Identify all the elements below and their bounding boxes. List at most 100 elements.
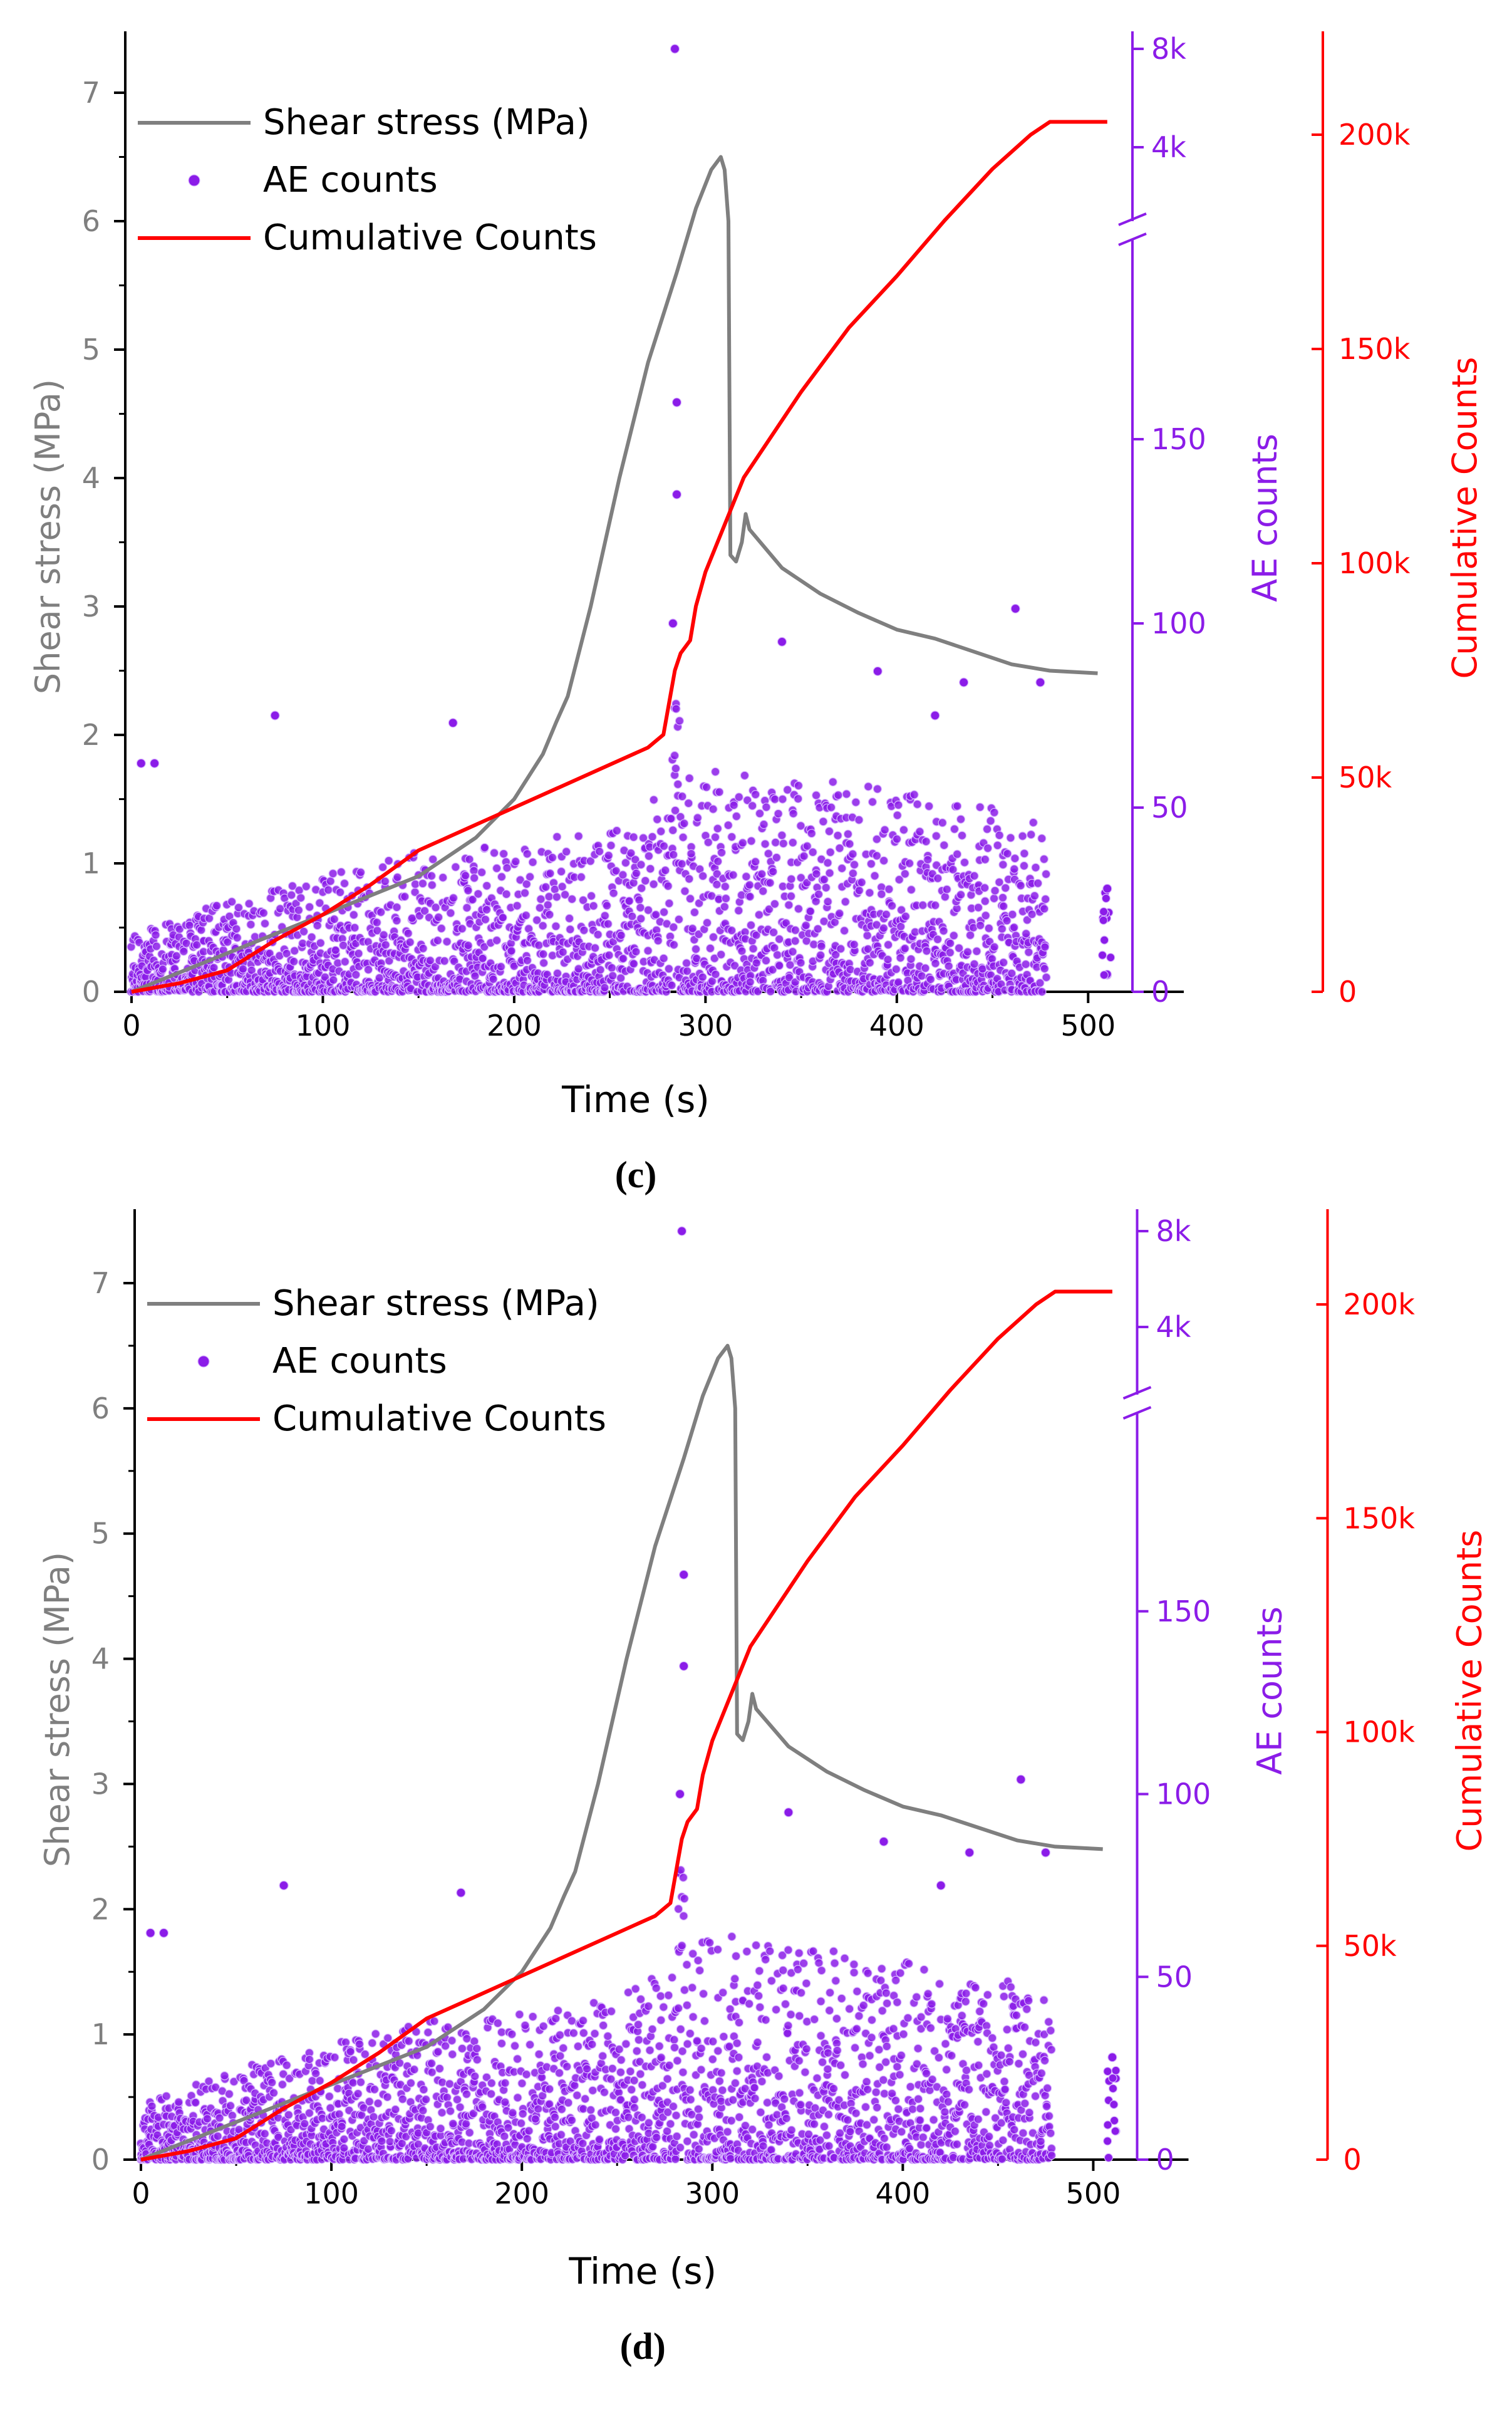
ae-point — [213, 902, 221, 910]
ae-point — [780, 2095, 789, 2103]
ae-point — [435, 913, 443, 922]
ae-point — [350, 911, 358, 919]
ae-point — [976, 922, 985, 930]
ae-point — [772, 838, 780, 846]
ae-point — [709, 2037, 717, 2046]
ae-point — [846, 840, 854, 848]
ae-point — [704, 838, 712, 846]
ae-point — [922, 838, 930, 846]
ae-point — [802, 937, 810, 945]
ae-point — [233, 934, 241, 942]
ae-point — [934, 935, 942, 944]
y-left-tick-label: 1 — [91, 2017, 110, 2051]
ae-point — [699, 872, 707, 880]
ae-point — [497, 2028, 505, 2036]
ae-point — [817, 1967, 826, 1975]
ae-point — [714, 2047, 722, 2055]
ae-point — [749, 945, 757, 953]
ae-point — [657, 2016, 665, 2024]
ae-point — [888, 902, 896, 910]
ae-point — [789, 948, 797, 956]
ae-tick-label: 100 — [1156, 1777, 1211, 1811]
ae-point — [637, 1995, 645, 2004]
ae-point — [826, 848, 834, 856]
ae-point — [894, 2105, 903, 2113]
ae-point — [728, 833, 736, 841]
cumulative-tick-label: 150k — [1344, 1501, 1416, 1535]
ae-point — [938, 819, 946, 827]
ae-point — [305, 2056, 313, 2064]
ae-point — [745, 2000, 753, 2008]
ae-point — [872, 2088, 880, 2096]
ae-point — [671, 2155, 680, 2163]
ae-point — [180, 947, 188, 955]
ae-point — [619, 871, 627, 879]
ae-point — [981, 912, 990, 920]
ae-point — [635, 896, 643, 904]
ae-point — [632, 869, 640, 877]
ae-point — [452, 863, 460, 871]
ae-point — [712, 970, 720, 979]
ae-point — [641, 877, 650, 885]
ae-point — [779, 1984, 787, 1992]
ae-axis-label: AE counts — [1245, 434, 1285, 602]
ae-point — [335, 2110, 343, 2118]
cumulative-tick-label: 50k — [1344, 1929, 1397, 1963]
ae-upper-tick-label: 8k — [1156, 1214, 1191, 1248]
ae-point — [688, 1984, 696, 1992]
ae-point — [482, 905, 490, 913]
ae-point — [439, 873, 447, 882]
ae-point — [758, 870, 766, 878]
ae-point — [660, 842, 668, 850]
x-tick-label: 300 — [678, 1009, 733, 1043]
ae-point-notable — [671, 44, 680, 53]
ae-point — [1000, 959, 1008, 967]
ae-point — [894, 801, 903, 809]
ae-point — [370, 2085, 378, 2093]
ae-point — [440, 957, 448, 965]
ae-point — [702, 783, 710, 791]
y-left-tick-label: 5 — [82, 333, 100, 367]
ae-point — [727, 2116, 735, 2125]
ae-point — [624, 2113, 633, 2121]
ae-point — [866, 889, 874, 897]
cumulative-tick-label: 200k — [1339, 118, 1411, 152]
ae-point — [866, 2052, 874, 2060]
ae-point — [583, 2065, 591, 2073]
ae-point — [529, 858, 537, 866]
ae-point — [587, 2106, 595, 2114]
ae-point — [881, 826, 889, 834]
ae-point — [841, 1954, 849, 1962]
ae-point — [795, 2057, 803, 2065]
ae-point — [921, 964, 929, 972]
ae-point — [686, 2096, 695, 2104]
ae-point — [757, 2108, 765, 2116]
ae-point — [556, 2052, 564, 2060]
ae-point — [748, 802, 757, 810]
ae-point — [656, 1992, 665, 2001]
ae-point — [678, 1942, 686, 1950]
ae-point — [683, 2040, 691, 2048]
ae-point — [880, 2135, 888, 2143]
ae-point — [999, 861, 1007, 869]
ae-point — [558, 883, 566, 891]
ae-point — [680, 1895, 688, 1903]
ae-point — [752, 791, 760, 799]
ae-point — [976, 803, 984, 811]
ae-point — [526, 2041, 534, 2049]
ae-point — [1042, 974, 1050, 982]
ae-point — [655, 2042, 663, 2050]
ae-point — [815, 1959, 823, 1967]
ae-point — [650, 796, 658, 804]
ae-point — [405, 2037, 413, 2045]
ae-point — [893, 811, 901, 819]
ae-point — [330, 915, 338, 924]
ae-point — [893, 1998, 901, 2006]
ae-point — [882, 910, 890, 918]
ae-point — [351, 924, 359, 932]
ae-point — [809, 848, 817, 856]
ae-point — [721, 883, 729, 891]
ae-point — [983, 825, 992, 833]
ae-point — [577, 873, 585, 881]
